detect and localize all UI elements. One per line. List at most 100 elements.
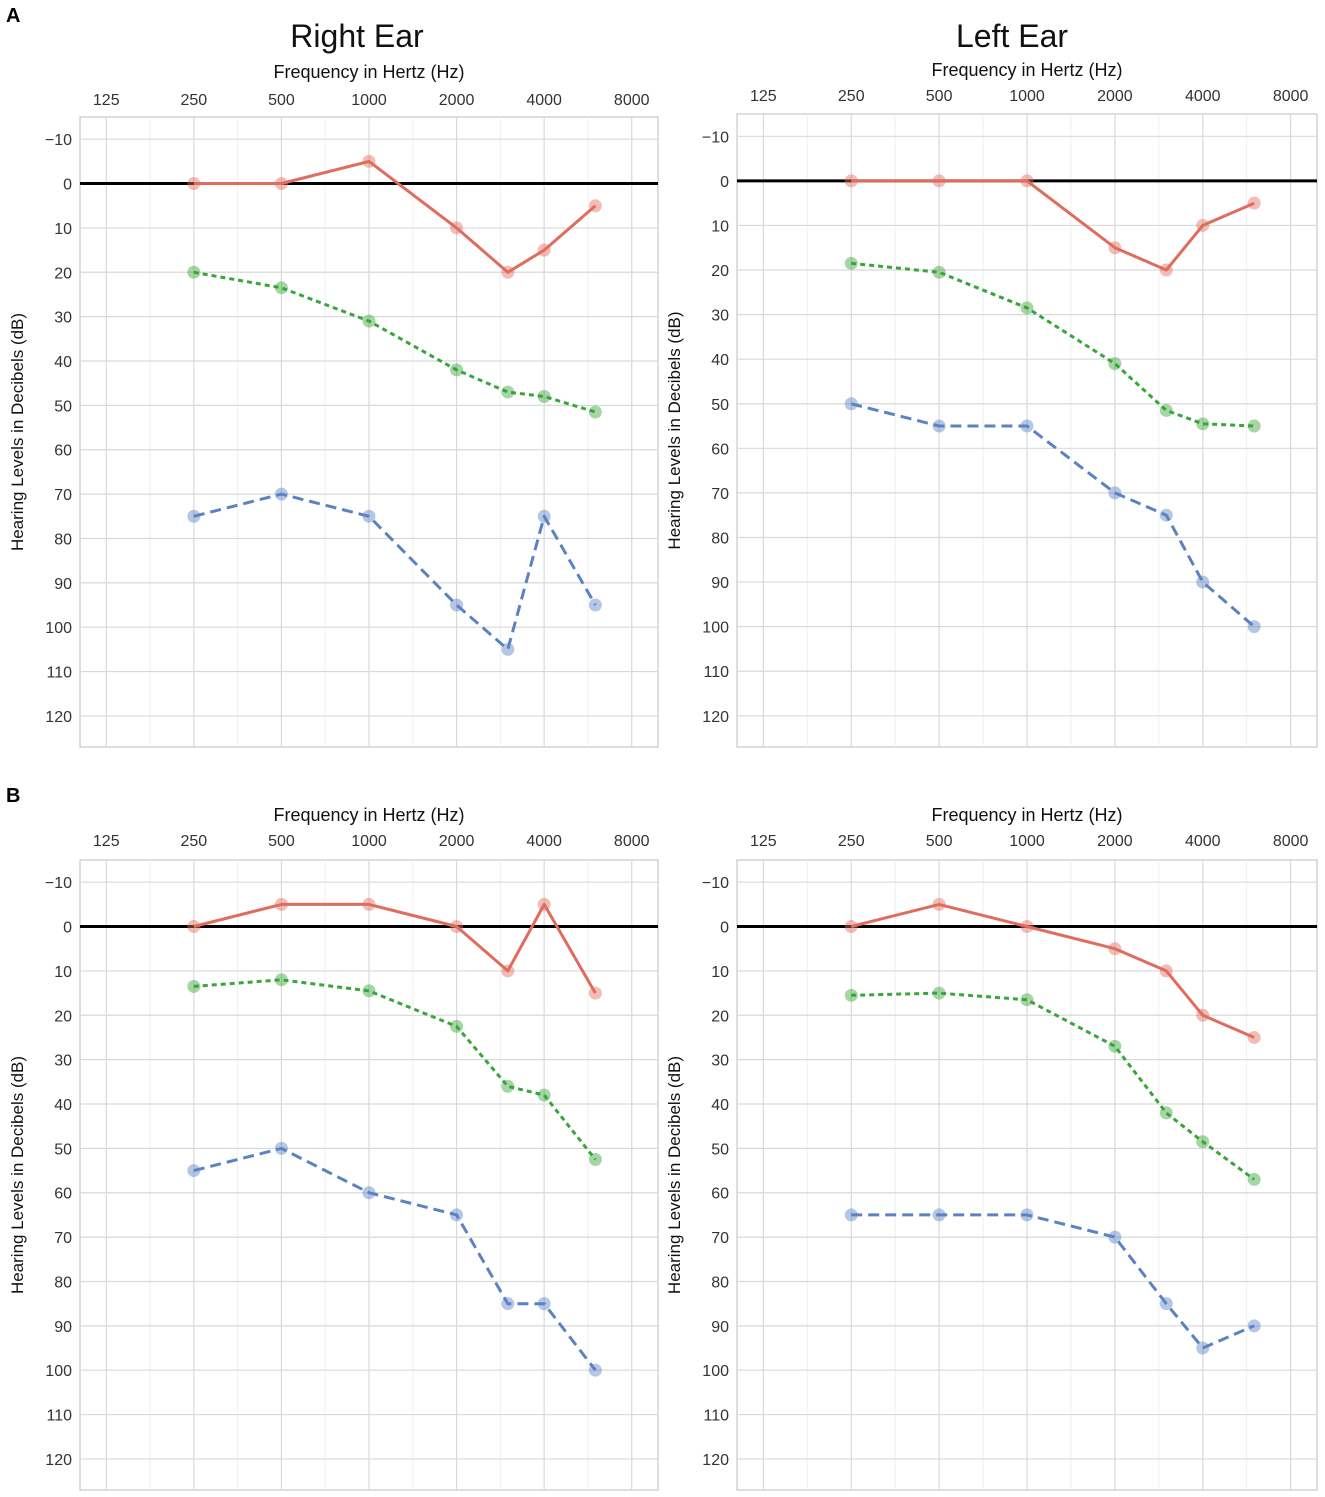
data-point-red [932,897,946,911]
y-tick-label: 40 [711,1097,729,1114]
data-point-blue [274,1141,288,1155]
chart-a-right-ear: 125 250 500 1000 2000 4000 8000 −10 0 10 20 30 40 50 6… [8,62,659,748]
y-tick-label: 100 [45,1363,72,1380]
data-point-blue [362,509,376,523]
data-point-red [1159,964,1173,978]
chart-b-left-ear: 125 250 500 1000 2000 4000 8000 −10 0 10 20 30 40 50 6… [665,805,1318,1491]
y-tick-label: 50 [711,397,729,414]
data-point-red [1247,1030,1261,1044]
data-point-red [844,174,858,188]
x-tick-label: 2000 [1097,88,1133,105]
data-point-blue [537,509,551,523]
y-tick-label: 10 [54,221,72,238]
y-tick-label: 70 [54,1230,72,1247]
data-point-green [501,1079,515,1093]
data-point-green [187,979,201,993]
series-line-green [193,270,596,414]
data-point-blue [588,598,602,612]
y-tick-label: 40 [711,352,729,369]
y-tick-label: 90 [711,1319,729,1336]
y-tick-label: 20 [711,263,729,280]
data-point-blue [187,1164,201,1178]
data-point-red [274,177,288,191]
data-point-blue [1159,1297,1173,1311]
y-tick-label: 50 [711,1141,729,1158]
y-tick-label: 70 [54,487,72,504]
data-point-blue [1196,1341,1210,1355]
data-point-green [274,973,288,987]
data-point-blue [501,642,515,656]
data-point-green [274,281,288,295]
y-tick-label: 110 [703,664,729,681]
data-point-blue [1159,508,1173,522]
panel-label-b: B [6,785,20,807]
x-tick-label: 125 [93,92,120,109]
y-tick-label: 0 [63,920,72,937]
y-tick-label: 90 [54,1319,72,1336]
x-tick-label: 500 [926,88,953,105]
data-point-red [1159,263,1173,277]
x-tick-label: 250 [180,92,207,109]
x-tick-label: 2000 [439,833,475,850]
series-green [844,256,1261,433]
x-tick-label: 1000 [351,833,387,850]
data-point-blue [187,509,201,523]
y-tick-label: 50 [54,1141,72,1158]
y-tick-label: 60 [54,1186,72,1203]
y-axis-label: Hearing Levels in Decibels (dB) [665,1056,684,1294]
y-tick-label: 30 [711,308,729,325]
data-point-red [1247,196,1261,210]
y-tick-label: 20 [54,1008,72,1025]
y-tick-label: 60 [54,443,72,460]
series-line-red [851,179,1255,272]
data-point-red [187,920,201,934]
data-point-blue [1020,419,1034,433]
data-point-green [932,265,946,279]
data-point-green [450,1019,464,1033]
x-tick-label: 125 [750,833,777,850]
series-line-blue [851,1213,1255,1350]
y-tick-label: 10 [711,964,729,981]
y-tick-label: −10 [702,875,729,892]
data-point-blue [932,419,946,433]
chart-b-right-ear: 125 250 500 1000 2000 4000 8000 −10 0 10 20 30 40 50 6… [8,805,659,1491]
data-point-blue [1196,575,1210,589]
data-point-blue [1108,1230,1122,1244]
data-point-green [537,1088,551,1102]
y-tick-label: 110 [46,665,72,682]
series-line-blue [193,492,597,651]
data-point-green [932,986,946,1000]
y-tick-label: 70 [711,486,729,503]
data-point-red [932,174,946,188]
y-tick-label: 50 [54,398,72,415]
series-line-red [193,159,597,274]
data-point-red [501,964,515,978]
x-tick-label: 125 [750,88,777,105]
y-axis-label: Hearing Levels in Decibels (dB) [665,311,684,549]
series-line-red [850,902,1255,1039]
y-tick-label: 70 [711,1230,729,1247]
y-tick-label: 40 [54,354,72,371]
data-point-green [1196,1135,1210,1149]
series-blue [187,1141,602,1377]
series-line-blue [850,402,1256,628]
y-tick-label: 20 [711,1008,729,1025]
data-point-red [274,897,288,911]
data-point-green [501,385,515,399]
y-tick-label: 120 [45,1452,72,1469]
series-line-green [851,991,1256,1181]
x-tick-label: 4000 [526,833,562,850]
data-point-red [450,221,464,235]
y-tick-label: 100 [45,620,72,637]
x-tick-label: 125 [93,833,120,850]
data-point-green [844,256,858,270]
data-point-green [1159,1106,1173,1120]
y-tick-label: 90 [54,576,72,593]
data-point-blue [1020,1208,1034,1222]
data-point-green [588,1152,602,1166]
data-point-red [1196,218,1210,232]
x-tick-label: 250 [180,833,207,850]
y-tick-label: 120 [702,709,729,726]
data-point-green [450,363,464,377]
